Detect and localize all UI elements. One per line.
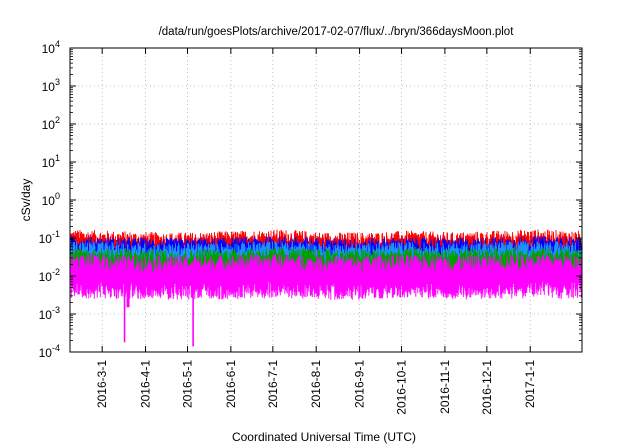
x-tick-label: 2017-1-1 bbox=[523, 360, 537, 408]
x-tick-label: 2016-8-1 bbox=[309, 360, 323, 408]
y-tick-label: 10-3 bbox=[39, 305, 60, 322]
chart-title: /data/run/goesPlots/archive/2017-02-07/f… bbox=[159, 26, 515, 38]
series-layer bbox=[70, 229, 582, 300]
x-tick-label: 2016-7-1 bbox=[266, 360, 280, 408]
y-tick-label: 10-2 bbox=[39, 267, 60, 284]
dip-layer bbox=[123, 284, 401, 347]
x-tick-label: 2016-3-1 bbox=[95, 360, 109, 408]
y-tick-label: 101 bbox=[42, 153, 60, 170]
x-tick-label: 2016-4-1 bbox=[139, 360, 153, 408]
plot-frame bbox=[69, 47, 583, 353]
x-axis: 2016-3-1 2016-4-1 2016-5-1 2016-6-1 2016-7-1… bbox=[95, 48, 537, 415]
x-tick-label: 2016-11-1 bbox=[438, 360, 452, 414]
x-tick-label: 2016-6-1 bbox=[224, 360, 238, 408]
x-tick-label: 2016-12-1 bbox=[480, 360, 494, 415]
x-tick-label: 2016-10-1 bbox=[395, 360, 409, 415]
x-tick-label: 2016-5-1 bbox=[181, 360, 195, 408]
y-tick-label: 10-1 bbox=[39, 229, 60, 246]
y-tick-label: 102 bbox=[42, 115, 60, 132]
y-axis: 10-4 10-3 10-2 10-1 100 101 102 103 104 bbox=[39, 39, 582, 360]
y-axis-label: cSv/day bbox=[19, 179, 33, 222]
grid bbox=[70, 48, 582, 352]
y-tick-label: 104 bbox=[42, 39, 60, 56]
series-line bbox=[70, 253, 582, 300]
x-tick-label: 2016-9-1 bbox=[353, 360, 367, 408]
y-tick-label: 100 bbox=[42, 191, 60, 208]
x-axis-label: Coordinated Universal Time (UTC) bbox=[232, 430, 416, 444]
y-tick-label: 103 bbox=[42, 77, 60, 94]
y-tick-label: 10-4 bbox=[39, 343, 60, 360]
